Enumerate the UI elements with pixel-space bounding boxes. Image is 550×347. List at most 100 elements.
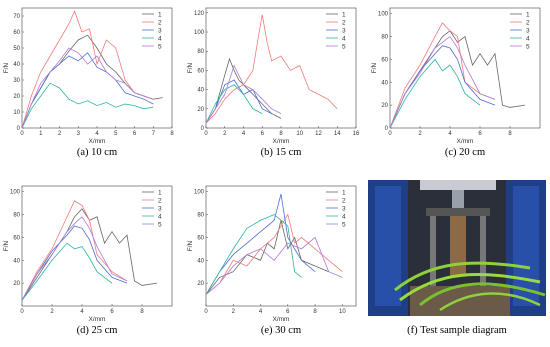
y-tick-label: 80 xyxy=(13,213,20,219)
y-axis-label: F/N xyxy=(187,62,194,73)
x-axis-label: X/mm xyxy=(273,316,290,323)
legend-label: 5 xyxy=(342,221,346,228)
legend-label: 1 xyxy=(342,189,346,196)
y-axis-label: F/N xyxy=(371,62,378,73)
series-line xyxy=(205,214,302,295)
series-line xyxy=(389,30,526,129)
x-tick-label: 2 xyxy=(58,131,62,137)
series-line xyxy=(205,57,282,124)
series-line xyxy=(205,79,272,124)
y-tick-label: 20 xyxy=(197,107,204,113)
legend-label: 2 xyxy=(342,197,346,204)
legend-label: 5 xyxy=(526,43,530,50)
x-tick-label: 4 xyxy=(259,309,263,315)
x-tick-label: 6 xyxy=(110,309,114,315)
series-line xyxy=(21,216,128,301)
y-tick-label: 0 xyxy=(17,126,21,132)
legend-label: 1 xyxy=(342,11,346,18)
y-tick-label: 120 xyxy=(194,11,205,17)
y-tick-label: 40 xyxy=(13,62,20,68)
series-line xyxy=(21,200,128,301)
series-line xyxy=(21,82,154,129)
legend-label: 4 xyxy=(526,35,530,42)
chart-caption: (b) 15 cm xyxy=(261,147,302,158)
y-tick-label: 10 xyxy=(13,110,20,116)
y-tick-label: 60 xyxy=(13,30,20,36)
y-tick-label: 100 xyxy=(194,190,205,196)
x-tick-label: 12 xyxy=(315,131,322,137)
series-line xyxy=(21,225,128,301)
series-line xyxy=(21,52,154,129)
series-line xyxy=(389,22,496,129)
y-tick-label: 40 xyxy=(13,258,20,264)
series-line xyxy=(21,208,158,301)
legend-label: 3 xyxy=(526,27,530,34)
x-axis-label: X/mm xyxy=(89,316,106,323)
x-axis-label: X/mm xyxy=(273,138,290,145)
legend-label: 4 xyxy=(158,213,162,220)
legend-label: 1 xyxy=(158,189,162,196)
photo-caption: (f) Test sample diagram xyxy=(407,325,507,336)
y-tick-label: 20 xyxy=(197,281,204,287)
series-line xyxy=(205,64,282,124)
y-tick-label: 30 xyxy=(13,78,20,84)
y-tick-label: 0 xyxy=(201,126,205,132)
x-tick-label: 2 xyxy=(418,131,422,137)
x-tick-label: 8 xyxy=(279,131,283,137)
plot-frame xyxy=(21,7,173,129)
x-tick-label: 8 xyxy=(508,131,512,137)
legend-label: 4 xyxy=(158,35,162,42)
x-axis-label: X/mm xyxy=(89,138,106,145)
x-tick-label: 0 xyxy=(20,131,24,137)
x-tick-label: 16 xyxy=(353,131,360,137)
y-tick-label: 20 xyxy=(381,103,388,109)
legend-label: 2 xyxy=(342,19,346,26)
x-tick-label: 10 xyxy=(339,309,346,315)
y-tick-label: 20 xyxy=(13,94,20,100)
legend-label: 1 xyxy=(526,11,530,18)
series-line xyxy=(389,58,481,129)
series-line xyxy=(21,242,113,301)
x-tick-label: 6 xyxy=(478,131,482,137)
legend-label: 5 xyxy=(158,43,162,50)
plot-frame xyxy=(205,185,357,307)
x-tick-label: 4 xyxy=(242,131,246,137)
y-tick-label: 60 xyxy=(197,235,204,241)
x-tick-label: 6 xyxy=(133,131,137,137)
series-line xyxy=(205,84,263,124)
y-tick-label: 40 xyxy=(381,80,388,86)
y-tick-label: 100 xyxy=(194,30,205,36)
x-tick-label: 6 xyxy=(286,309,290,315)
x-axis-label: X/mm xyxy=(457,138,474,145)
legend-label: 2 xyxy=(158,19,162,26)
series-line xyxy=(21,10,154,129)
series-line xyxy=(389,35,496,129)
legend-label: 2 xyxy=(526,19,530,26)
x-tick-label: 8 xyxy=(313,309,317,315)
series-line xyxy=(21,34,163,129)
series-line xyxy=(205,193,316,295)
y-tick-label: 50 xyxy=(13,46,20,52)
y-tick-label: 100 xyxy=(378,12,389,18)
legend-label: 3 xyxy=(158,205,162,212)
x-tick-label: 3 xyxy=(77,131,81,137)
x-tick-label: 4 xyxy=(80,309,84,315)
y-tick-label: 70 xyxy=(13,14,20,20)
y-tick-label: 80 xyxy=(381,35,388,41)
series-line xyxy=(205,236,343,295)
x-tick-label: 5 xyxy=(114,131,118,137)
plot-frame xyxy=(205,7,357,129)
legend-label: 1 xyxy=(158,11,162,18)
legend-label: 3 xyxy=(342,27,346,34)
chart-caption: (e) 30 cm xyxy=(261,325,301,336)
y-axis-label: F/N xyxy=(3,240,10,251)
chart-caption: (a) 10 cm xyxy=(77,147,117,158)
x-tick-label: 1 xyxy=(39,131,43,137)
x-tick-label: 4 xyxy=(95,131,99,137)
x-tick-label: 10 xyxy=(296,131,303,137)
y-tick-label: 60 xyxy=(197,68,204,74)
y-tick-label: 0 xyxy=(385,126,389,132)
series-line xyxy=(205,220,329,295)
series-line xyxy=(205,14,338,124)
